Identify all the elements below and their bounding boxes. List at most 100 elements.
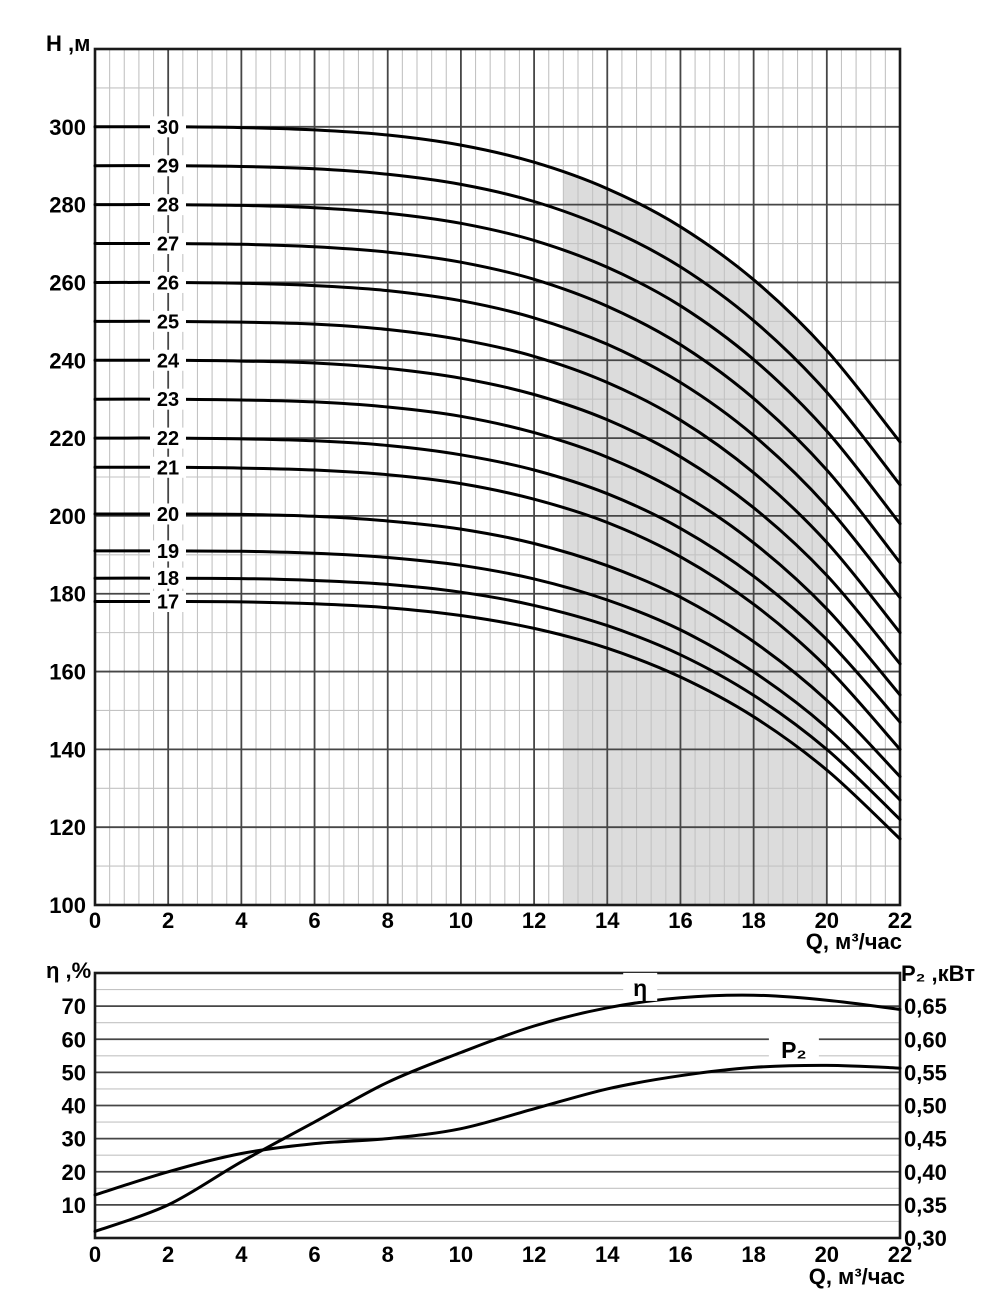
- h-axis-tick-label: 180: [49, 582, 86, 607]
- p2-axis-tick-label: 0,55: [904, 1060, 947, 1085]
- grid-major: [95, 49, 900, 905]
- q-axis-tick-label: 18: [741, 1242, 765, 1267]
- q-axis-tick-label: 6: [308, 908, 320, 933]
- stage-curve-23: [93, 397, 902, 697]
- q-axis-tick-label: 4: [235, 1242, 248, 1267]
- stage-curve-27: [93, 241, 902, 565]
- stage-curve-label-29: 29: [157, 156, 179, 178]
- stage-curve-label-27: 27: [157, 234, 179, 256]
- plot-frame: [93, 971, 902, 1240]
- p2-axis-tick-label: 0,30: [904, 1226, 947, 1251]
- h-axis-tick-label: 160: [49, 660, 86, 685]
- h-axis-tick-label: 220: [49, 426, 86, 451]
- stage-curve-24: [93, 358, 902, 666]
- p2-axis-tick-label: 0,40: [904, 1160, 947, 1185]
- q-axis-tick-label: 4: [235, 908, 248, 933]
- stage-curve-label-17: 17: [157, 592, 179, 614]
- eta-axis-tick-label: 50: [62, 1060, 86, 1085]
- stage-curve-28: [93, 203, 902, 526]
- q-axis-tick-label: 14: [595, 908, 620, 933]
- h-axis-tick-label: 260: [49, 270, 86, 295]
- stage-curve-label-21: 21: [157, 457, 179, 479]
- h-axis-tick-label: 140: [49, 737, 86, 762]
- bottom-curve-labels: η P₂: [623, 972, 819, 1063]
- grid-minor: [95, 989, 900, 1222]
- bottom-curves: [93, 993, 902, 1233]
- stage-curve-label-30: 30: [157, 117, 179, 139]
- p2-axis-tick-label: 0,35: [904, 1193, 947, 1218]
- p2-curve: [93, 1063, 902, 1197]
- h-axis-tick-label: 100: [49, 893, 86, 918]
- stage-curve-label-25: 25: [157, 311, 179, 333]
- stage-curve-label-20: 20: [157, 504, 179, 526]
- h-axis-tick-label: 240: [49, 348, 86, 373]
- stage-curve-label-22: 22: [157, 428, 179, 450]
- stage-curve-label-18: 18: [157, 568, 179, 590]
- q-axis-tick-label: 16: [668, 1242, 692, 1267]
- h-axis-title: H ,м: [46, 31, 90, 56]
- q-axis-tick-label: 2: [162, 1242, 174, 1267]
- p2-curve-label: P₂: [781, 1037, 807, 1063]
- plot-frame: [93, 47, 902, 907]
- p2-axis-title: P₂ ,кВт: [901, 961, 975, 986]
- p2-axis-tick-label: 0,45: [904, 1127, 947, 1152]
- eta-axis-title: η ,%: [46, 958, 91, 983]
- q-axis-tick-label: 20: [815, 1242, 839, 1267]
- stage-curve-20: [93, 512, 902, 779]
- eta-axis-tick-label: 70: [62, 994, 86, 1019]
- stage-curve-label-23: 23: [157, 389, 179, 411]
- q-axis-tick-label: 2: [162, 908, 174, 933]
- stage-curve-21: [93, 465, 902, 751]
- q-axis-tick-label: 20: [815, 908, 839, 933]
- stage-curve-29: [93, 164, 902, 487]
- stage-curve-label-28: 28: [157, 195, 179, 217]
- q-axis-tick-label: 10: [449, 908, 473, 933]
- stage-curves: [93, 125, 902, 841]
- h-axis-tick-label: 200: [49, 504, 86, 529]
- eta-curve: [93, 993, 902, 1233]
- stage-curve-label-24: 24: [157, 350, 180, 372]
- p2-axis-tick-label: 0,50: [904, 1094, 947, 1119]
- stage-curve-label-19: 19: [157, 541, 179, 563]
- q-axis-tick-label: 16: [668, 908, 692, 933]
- q-axis-tick-label: 12: [522, 1242, 546, 1267]
- p2-axis-tick-label: 0,60: [904, 1027, 947, 1052]
- q-axis-tick-label: 8: [382, 908, 394, 933]
- eta-axis-tick-label: 30: [62, 1127, 86, 1152]
- stage-curve-label-26: 26: [157, 272, 179, 294]
- eta-axis-tick-label: 10: [62, 1193, 86, 1218]
- q-axis-tick-label: 0: [89, 1242, 101, 1267]
- eta-curve-label: η: [633, 975, 647, 1001]
- q-axis-tick-label: 14: [595, 1242, 620, 1267]
- q-axis-tick-label: 12: [522, 908, 546, 933]
- q-axis-tick-label: 22: [888, 1242, 912, 1267]
- q-axis-tick-label: 6: [308, 1242, 320, 1267]
- stage-curve-17: [93, 599, 902, 841]
- p2-axis-tick-label: 0,65: [904, 994, 947, 1019]
- eta-axis-tick-label: 60: [62, 1027, 86, 1052]
- stage-curve-18: [93, 576, 902, 821]
- q-axis-title: Q, м³/час: [809, 1264, 905, 1289]
- q-axis-tick-label: 0: [89, 908, 101, 933]
- q-axis-tick-label: 10: [449, 1242, 473, 1267]
- stage-curve-22: [93, 436, 902, 724]
- stage-curve-19: [93, 549, 902, 802]
- h-axis-tick-label: 280: [49, 193, 86, 218]
- q-axis-title: Q, м³/час: [806, 929, 902, 954]
- h-axis-tick-label: 300: [49, 115, 86, 140]
- eta-axis-tick-label: 20: [62, 1160, 86, 1185]
- h-axis-tick-label: 120: [49, 815, 86, 840]
- q-axis-tick-label: 18: [741, 908, 765, 933]
- q-axis-tick-label: 8: [382, 1242, 394, 1267]
- eta-axis-tick-label: 40: [62, 1094, 86, 1119]
- stage-curve-26: [93, 280, 902, 600]
- stage-curve-25: [93, 319, 902, 635]
- q-axis-tick-label: 22: [888, 908, 912, 933]
